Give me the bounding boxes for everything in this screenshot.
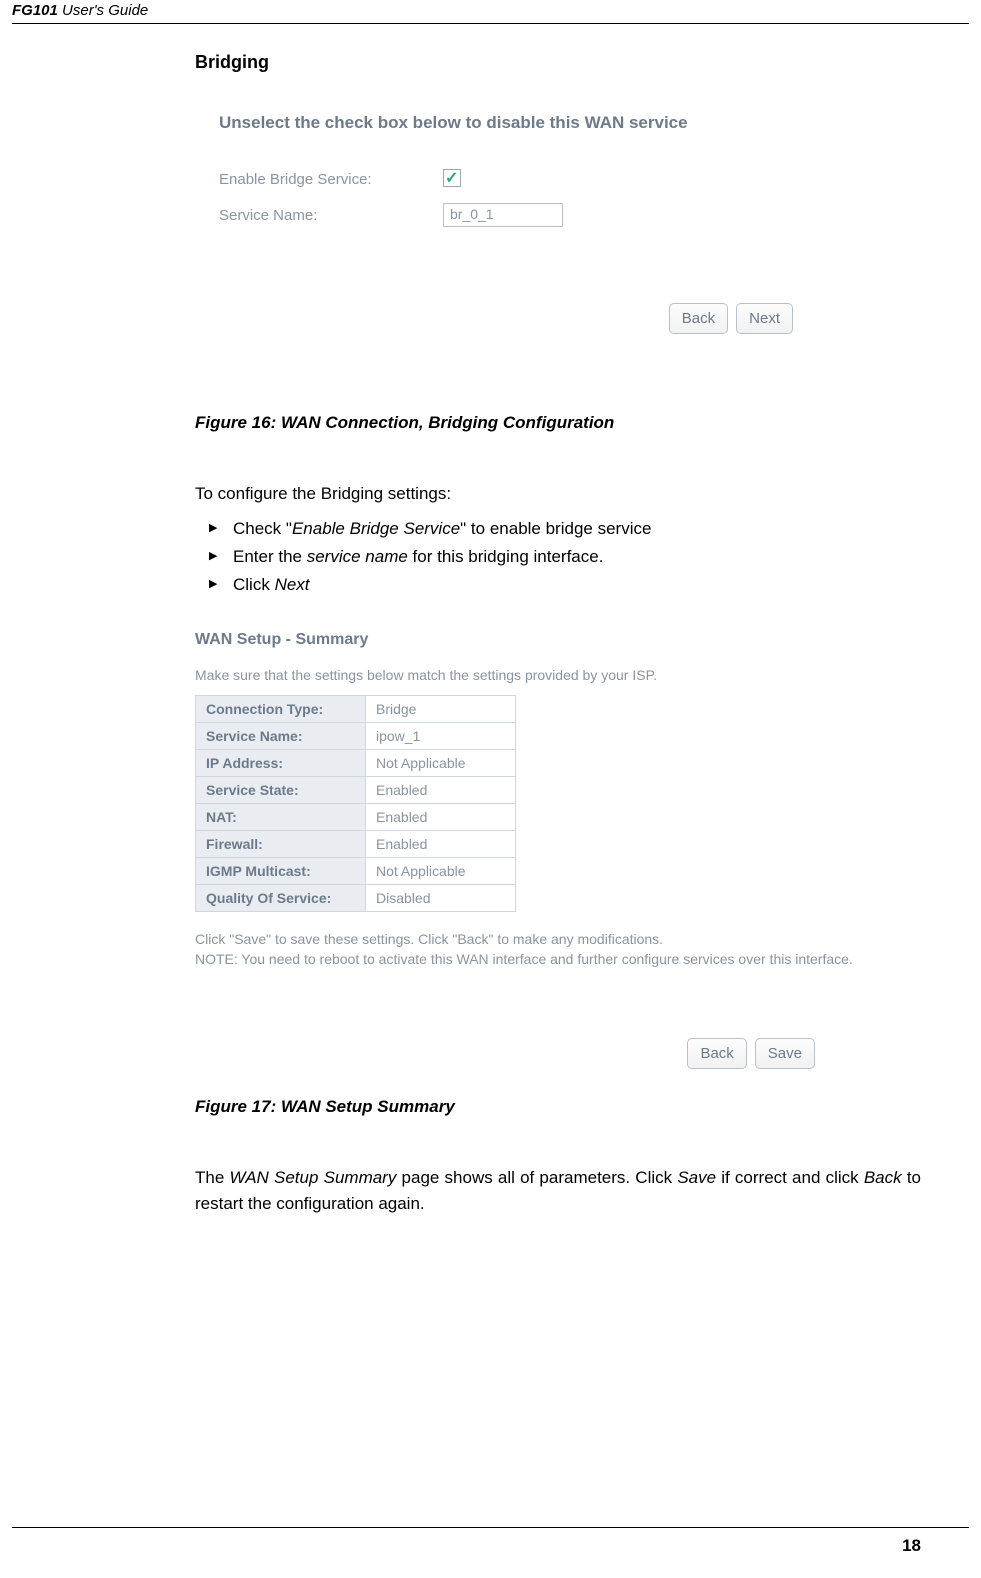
checkmark-icon: ✓ (445, 168, 458, 188)
summary-val: Enabled (366, 804, 516, 831)
header-suffix: User's Guide (58, 2, 148, 19)
text: The (195, 1168, 229, 1187)
enable-bridge-label: Enable Bridge Service: (219, 171, 372, 188)
page: FG101 User's Guide Bridging Unselect the… (0, 0, 981, 1578)
doc-header: FG101 User's Guide (0, 0, 981, 19)
wan-summary-heading: WAN Setup - Summary (195, 631, 925, 649)
back-button[interactable]: Back (669, 303, 728, 334)
text-italic: service name (307, 547, 408, 566)
figure-16-caption: Figure 16: WAN Connection, Bridging Conf… (195, 413, 921, 433)
text-italic: Save (677, 1168, 716, 1187)
summary-key: Connection Type: (196, 696, 366, 723)
bridging-config-screenshot: Unselect the check box below to disable … (195, 103, 795, 393)
summary-key: Quality Of Service: (196, 885, 366, 912)
text: page shows all of parameters. Click (396, 1168, 677, 1187)
table-row: IP Address:Not Applicable (196, 750, 516, 777)
wan-summary-notes: Click "Save" to save these settings. Cli… (195, 930, 925, 969)
summary-button-row: Back Save (687, 1038, 815, 1069)
instruction-lead: To configure the Bridging settings: (195, 481, 921, 507)
service-name-input[interactable]: br_0_1 (443, 203, 563, 227)
text: " to enable bridge service (460, 519, 651, 538)
table-row: Service Name:ipow_1 (196, 723, 516, 750)
next-button[interactable]: Next (736, 303, 793, 334)
text: if correct and click (716, 1168, 864, 1187)
table-row: IGMP Multicast:Not Applicable (196, 858, 516, 885)
text-italic: Next (275, 575, 310, 594)
summary-val: Not Applicable (366, 750, 516, 777)
product-name: FG101 (12, 2, 58, 19)
text-italic: Back (864, 1168, 902, 1187)
list-item: Check "Enable Bridge Service" to enable … (195, 519, 921, 539)
instruction-list: Check "Enable Bridge Service" to enable … (195, 519, 921, 595)
wan-summary-tbody: Connection Type:Bridge Service Name:ipow… (196, 696, 516, 912)
summary-val: Enabled (366, 777, 516, 804)
summary-key: Firewall: (196, 831, 366, 858)
summary-key: IP Address: (196, 750, 366, 777)
enable-bridge-checkbox[interactable]: ✓ (443, 169, 461, 187)
page-number: 18 (902, 1536, 921, 1556)
summary-val: Not Applicable (366, 858, 516, 885)
text-italic: Enable Bridge Service (292, 519, 460, 538)
summary-val: ipow_1 (366, 723, 516, 750)
list-item: Click Next (195, 575, 921, 595)
back-button[interactable]: Back (687, 1038, 746, 1069)
note-line: Click "Save" to save these settings. Cli… (195, 930, 925, 950)
list-item: Enter the service name for this bridging… (195, 547, 921, 567)
wan-summary-subtext: Make sure that the settings below match … (195, 667, 925, 683)
wan-summary-screenshot: WAN Setup - Summary Make sure that the s… (195, 631, 925, 1071)
summary-key: Service State: (196, 777, 366, 804)
text: Enter the (233, 547, 307, 566)
summary-val: Disabled (366, 885, 516, 912)
table-row: NAT:Enabled (196, 804, 516, 831)
table-row: Quality Of Service:Disabled (196, 885, 516, 912)
wan-summary-table: Connection Type:Bridge Service Name:ipow… (195, 695, 516, 912)
summary-key: IGMP Multicast: (196, 858, 366, 885)
bridging-button-row: Back Next (669, 303, 793, 334)
table-row: Connection Type:Bridge (196, 696, 516, 723)
summary-key: Service Name: (196, 723, 366, 750)
figure-17-caption: Figure 17: WAN Setup Summary (195, 1097, 921, 1117)
summary-val: Bridge (366, 696, 516, 723)
header-rule (12, 23, 969, 24)
bridging-instruction-text: Unselect the check box below to disable … (219, 113, 688, 133)
summary-val: Enabled (366, 831, 516, 858)
summary-key: NAT: (196, 804, 366, 831)
save-button[interactable]: Save (755, 1038, 815, 1069)
text: Click (233, 575, 275, 594)
summary-paragraph: The WAN Setup Summary page shows all of … (195, 1165, 921, 1216)
service-name-label: Service Name: (219, 207, 317, 224)
table-row: Service State:Enabled (196, 777, 516, 804)
table-row: Firewall:Enabled (196, 831, 516, 858)
content-area: Bridging Unselect the check box below to… (195, 52, 921, 1216)
text: for this bridging interface. (408, 547, 604, 566)
section-title: Bridging (195, 52, 921, 73)
text: Check " (233, 519, 292, 538)
footer-rule (12, 1527, 969, 1528)
text-italic: WAN Setup Summary (229, 1168, 396, 1187)
note-line: NOTE: You need to reboot to activate thi… (195, 950, 925, 970)
